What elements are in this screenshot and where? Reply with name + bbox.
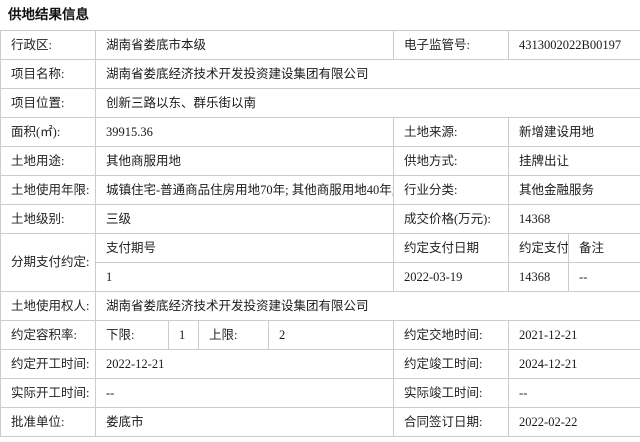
project-name-value: 湖南省娄底经济技术开发投资建设集团有限公司 — [94, 59, 640, 89]
supply-method-label: 供地方式: — [393, 146, 510, 176]
actual-completion-label: 实际竣工时间: — [393, 378, 510, 408]
use-years-label: 土地使用年限: — [0, 175, 96, 205]
project-location-value: 创新三路以东、群乐街以南 — [94, 88, 640, 118]
plot-ratio-label: 约定容积率: — [0, 320, 96, 350]
row-land-use: 土地用途: 其他商服用地 供地方式: 挂牌出让 — [0, 146, 640, 176]
row-land-user: 土地使用权人: 湖南省娄底经济技术开发投资建设集团有限公司 — [0, 291, 640, 321]
agreed-start-label: 约定开工时间: — [0, 349, 96, 379]
row-use-years: 土地使用年限: 城镇住宅-普通商品住房用地70年; 其他商服用地40年; 行业分… — [0, 175, 640, 205]
installment-col-amount: 约定支付金额 — [508, 233, 570, 263]
row-area: 面积(㎡): 39915.36 土地来源: 新增建设用地 — [0, 117, 640, 147]
row-project-location: 项目位置: 创新三路以东、群乐街以南 — [0, 88, 640, 118]
installment-col-period: 支付期号 — [94, 233, 395, 263]
plot-ratio-upper-value: 2 — [267, 320, 395, 350]
row-actual-start: 实际开工时间: -- 实际竣工时间: -- — [0, 378, 640, 408]
installment-col-remark: 备注 — [568, 233, 640, 263]
plot-ratio-upper-label: 上限: — [198, 320, 269, 350]
land-supply-table: 行政区: 湖南省娄底市本级 电子监管号: 4313002022B00197 项目… — [0, 30, 640, 437]
supply-method-value: 挂牌出让 — [508, 146, 640, 176]
agreed-completion-value: 2024-12-21 — [508, 349, 640, 379]
contract-date-value: 2022-02-22 — [508, 407, 640, 437]
supervision-no-label: 电子监管号: — [393, 30, 510, 60]
project-location-label: 项目位置: — [0, 88, 96, 118]
agreed-completion-label: 约定竣工时间: — [393, 349, 510, 379]
row-approval-unit: 批准单位: 娄底市 合同签订日期: 2022-02-22 — [0, 407, 640, 437]
plot-ratio-lower-value: 1 — [168, 320, 199, 350]
land-grade-value: 三级 — [94, 204, 395, 234]
actual-completion-value: -- — [508, 378, 640, 408]
land-grade-label: 土地级别: — [0, 204, 96, 234]
area-value: 39915.36 — [94, 117, 395, 147]
area-label: 面积(㎡): — [0, 117, 96, 147]
industry-value: 其他金融服务 — [508, 175, 640, 205]
row-installment-values: 1 2022-03-19 14368 -- — [1, 262, 640, 292]
row-project-name: 项目名称: 湖南省娄底经济技术开发投资建设集团有限公司 — [0, 59, 640, 89]
row-installment-header: 分期支付约定: 支付期号 约定支付日期 约定支付金额 备注 — [0, 233, 640, 292]
row-land-grade: 土地级别: 三级 成交价格(万元): 14368 — [0, 204, 640, 234]
land-user-label: 土地使用权人: — [0, 291, 96, 321]
agreed-start-value: 2022-12-21 — [94, 349, 395, 379]
land-source-label: 土地来源: — [393, 117, 510, 147]
actual-start-label: 实际开工时间: — [0, 378, 96, 408]
admin-region-value: 湖南省娄底市本级 — [94, 30, 395, 60]
use-years-value: 城镇住宅-普通商品住房用地70年; 其他商服用地40年; — [94, 175, 395, 205]
land-user-value: 湖南省娄底经济技术开发投资建设集团有限公司 — [94, 291, 640, 321]
actual-start-value: -- — [94, 378, 395, 408]
installment-remark-value: -- — [568, 262, 640, 292]
agreed-delivery-value: 2021-12-21 — [508, 320, 640, 350]
admin-region-label: 行政区: — [0, 30, 96, 60]
installment-amount-value: 14368 — [508, 262, 570, 292]
deal-price-value: 14368 — [508, 204, 640, 234]
installment-label: 分期支付约定: — [0, 233, 96, 292]
approval-unit-label: 批准单位: — [0, 407, 96, 437]
project-name-label: 项目名称: — [0, 59, 96, 89]
land-use-label: 土地用途: — [0, 146, 96, 176]
land-source-value: 新增建设用地 — [508, 117, 640, 147]
agreed-delivery-label: 约定交地时间: — [393, 320, 510, 350]
installment-period-value: 1 — [94, 262, 395, 292]
contract-date-label: 合同签订日期: — [393, 407, 510, 437]
supervision-no-value: 4313002022B00197 — [508, 30, 640, 60]
row-plot-ratio: 约定容积率: 下限: 1 上限: 2 约定交地时间: 2021-12-21 — [0, 320, 640, 350]
plot-ratio-lower-label: 下限: — [95, 320, 169, 350]
installment-date-value: 2022-03-19 — [393, 262, 510, 292]
row-admin-region: 行政区: 湖南省娄底市本级 电子监管号: 4313002022B00197 — [0, 30, 640, 60]
installment-col-date: 约定支付日期 — [393, 233, 510, 263]
industry-label: 行业分类: — [393, 175, 510, 205]
land-use-value: 其他商服用地 — [94, 146, 395, 176]
page-title: 供地结果信息 — [8, 7, 89, 22]
row-agreed-start: 约定开工时间: 2022-12-21 约定竣工时间: 2024-12-21 — [0, 349, 640, 379]
deal-price-label: 成交价格(万元): — [393, 204, 510, 234]
approval-unit-value: 娄底市 — [94, 407, 395, 437]
